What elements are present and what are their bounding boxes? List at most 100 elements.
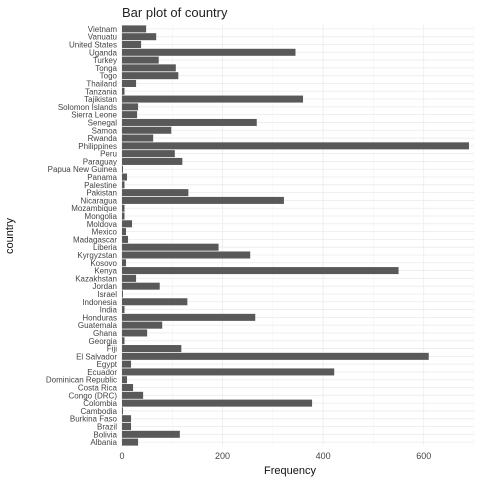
y-tick-label: Rwanda [88, 134, 118, 143]
bar [122, 298, 188, 306]
bar [122, 243, 219, 251]
bar [122, 204, 125, 212]
y-tick-label: Kosovo [90, 259, 117, 268]
y-tick-label: Papua New Guinea [48, 165, 118, 174]
bar [122, 126, 172, 134]
x-tick-labels: 0 200 400 600 [119, 451, 431, 461]
y-tick-label: Bolivia [93, 430, 117, 439]
y-tick-label: Panama [87, 173, 117, 182]
y-tick-label: Mozambique [71, 204, 117, 213]
bar [122, 345, 182, 353]
bar [122, 48, 296, 56]
y-tick-label: Nicaragua [81, 196, 118, 205]
bar [122, 64, 176, 72]
y-tick-label: Honduras [82, 313, 117, 322]
y-tick-label: Philippines [78, 142, 117, 151]
y-tick-label: Guatemala [78, 321, 118, 330]
y-tick-label: Senegal [88, 118, 118, 127]
y-tick-label: Togo [100, 72, 118, 81]
y-tick-label: Paraguay [83, 157, 117, 166]
y-tick-label: Tanzania [85, 87, 118, 96]
y-tick-label: Pakistan [86, 189, 117, 198]
bar [122, 173, 128, 181]
y-tick-label: Georgia [89, 337, 118, 346]
bar [122, 181, 125, 189]
y-tick-label: Liberia [93, 243, 118, 252]
y-tick-label: Ghana [93, 329, 118, 338]
y-tick-label: Israel [97, 290, 117, 299]
bar [122, 337, 125, 345]
y-tick-label: Ecuador [87, 368, 117, 377]
y-tick-label: Colombia [83, 399, 117, 408]
y-tick-label: Fiji [107, 345, 117, 354]
bar [122, 33, 157, 41]
y-tick-label: Mexico [92, 228, 118, 237]
bar [122, 376, 128, 384]
bar [122, 274, 137, 282]
bar [122, 384, 134, 392]
bar [122, 352, 429, 360]
bar [122, 259, 127, 267]
bar [122, 329, 148, 337]
y-tick-label: Brazil [97, 423, 117, 432]
bar [122, 189, 189, 197]
bar [122, 72, 179, 80]
y-tick-label: India [100, 306, 118, 315]
x-tick-label: 400 [316, 451, 331, 461]
bars [122, 25, 469, 446]
bar [122, 251, 251, 259]
bar [122, 40, 142, 48]
y-tick-label: Congo (DRC) [69, 391, 118, 400]
y-tick-label: Mongolia [85, 212, 118, 221]
y-tick-label: Peru [100, 150, 117, 159]
bar [122, 407, 124, 415]
y-axis-label: country [4, 217, 16, 254]
y-tick-label: Tajikistan [84, 95, 117, 104]
bar [122, 196, 284, 204]
bar [122, 267, 399, 275]
bar [122, 95, 304, 103]
y-tick-label: Tonga [95, 64, 117, 73]
y-tick-label: Solomon Islands [58, 103, 117, 112]
x-axis-label: Frequency [264, 465, 316, 477]
bar [122, 157, 183, 165]
y-tick-label: Vanuatu [88, 33, 117, 42]
bar [122, 391, 144, 399]
y-tick-label: Kenya [94, 267, 117, 276]
bar [122, 290, 124, 298]
y-tick-label: Turkey [93, 56, 117, 65]
y-tick-label: Cambodia [81, 407, 118, 416]
bar [122, 212, 125, 220]
bar [122, 87, 125, 95]
y-tick-label: Albania [90, 438, 117, 447]
bar [122, 399, 313, 407]
y-tick-label: Costa Rica [78, 384, 118, 393]
bar [122, 321, 163, 329]
chart-title: Bar plot of country [122, 5, 228, 20]
bar [122, 150, 175, 158]
bar [122, 306, 125, 314]
bar [122, 134, 154, 142]
y-tick-label: Egypt [97, 360, 118, 369]
x-tick-label: 600 [416, 451, 431, 461]
bar [122, 438, 139, 446]
bar [122, 25, 147, 33]
y-tick-label: Kazakhstan [75, 274, 117, 283]
y-tick-label: Palestine [84, 181, 117, 190]
bar [122, 111, 138, 119]
y-tick-label: Samoa [92, 126, 118, 135]
bar [122, 103, 139, 111]
y-tick-label: Indonesia [82, 298, 117, 307]
y-tick-label: United States [69, 40, 117, 49]
x-tick-label: 200 [215, 451, 230, 461]
y-tick-label: Moldova [87, 220, 118, 229]
x-tick-label: 0 [119, 451, 124, 461]
y-tick-label: Vietnam [88, 25, 118, 34]
bar [122, 142, 469, 150]
grid [121, 25, 475, 446]
bar [122, 228, 127, 236]
bar [122, 220, 133, 228]
y-tick-label: El Salvador [76, 352, 117, 361]
